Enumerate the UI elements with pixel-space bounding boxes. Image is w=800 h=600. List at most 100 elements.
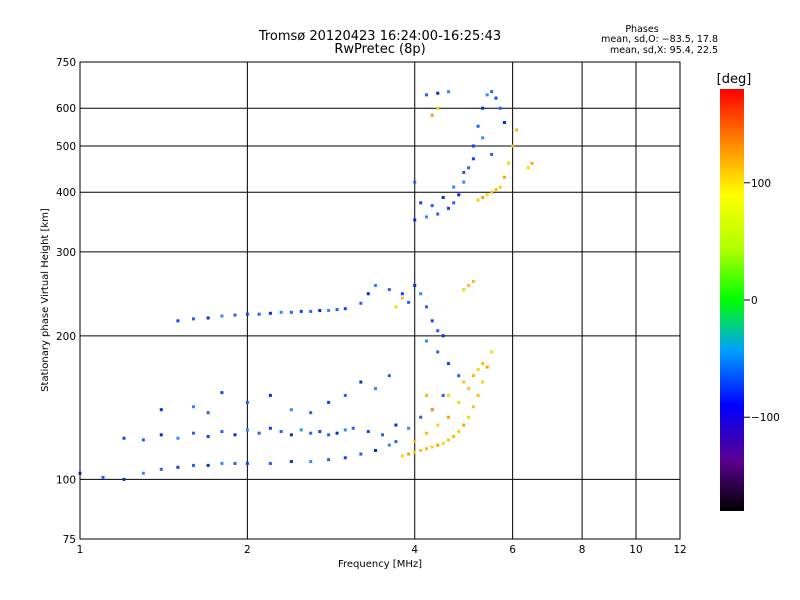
- data-point: [299, 309, 303, 313]
- data-point: [498, 106, 502, 110]
- x-tick-label: 6: [509, 544, 516, 556]
- data-point: [425, 215, 429, 219]
- data-points: [78, 90, 534, 481]
- data-point: [335, 431, 339, 435]
- data-point: [268, 393, 272, 397]
- data-point: [289, 310, 293, 314]
- data-point: [446, 438, 450, 442]
- chart-subtitle: RwPretec (8p): [334, 42, 425, 57]
- data-point: [476, 367, 480, 371]
- data-point: [279, 310, 283, 314]
- data-point: [419, 448, 423, 452]
- data-point: [471, 374, 475, 378]
- data-point: [436, 443, 440, 447]
- data-point: [191, 405, 195, 409]
- data-point: [289, 460, 293, 464]
- data-point: [481, 195, 485, 199]
- data-point: [494, 96, 498, 100]
- x-tick-label: 10: [629, 544, 642, 556]
- data-point: [220, 461, 224, 465]
- data-point: [481, 361, 485, 365]
- data-point: [233, 461, 237, 465]
- data-point: [176, 465, 180, 469]
- data-point: [452, 435, 456, 439]
- data-point: [446, 90, 450, 94]
- colorbar-ticks: 100 0 −100: [744, 178, 780, 424]
- data-point: [425, 339, 429, 343]
- data-point: [436, 106, 440, 110]
- data-point: [400, 454, 404, 458]
- data-point: [159, 433, 163, 437]
- data-point: [481, 380, 485, 384]
- data-point: [490, 190, 494, 194]
- data-point: [467, 166, 471, 170]
- data-point: [441, 195, 445, 199]
- colorbar-tick-label: 100: [751, 178, 771, 190]
- y-axis-label: Stationary phase Virtual Height [km]: [40, 208, 51, 392]
- y-tick-label: 400: [56, 187, 76, 199]
- data-point: [446, 206, 450, 210]
- data-point: [425, 305, 429, 309]
- data-point: [233, 313, 237, 317]
- data-point: [289, 408, 293, 412]
- y-tick-label: 300: [56, 247, 76, 259]
- data-point: [425, 393, 429, 397]
- data-point: [343, 393, 347, 397]
- data-point: [425, 431, 429, 435]
- data-point: [245, 461, 249, 465]
- data-point: [471, 405, 475, 409]
- data-point: [441, 441, 445, 445]
- data-point: [485, 93, 489, 97]
- data-point: [159, 408, 163, 412]
- colorbar: [720, 89, 744, 511]
- data-point: [373, 283, 377, 287]
- data-point: [419, 415, 423, 419]
- data-point: [441, 393, 445, 397]
- data-point: [387, 288, 391, 292]
- data-point: [467, 283, 471, 287]
- data-point: [257, 312, 261, 316]
- data-point: [430, 319, 434, 323]
- data-point: [436, 423, 440, 427]
- data-point: [327, 433, 331, 437]
- data-point: [430, 445, 434, 449]
- data-point: [191, 431, 195, 435]
- data-point: [530, 161, 534, 165]
- data-point: [471, 144, 475, 148]
- y-tick-label: 75: [63, 534, 76, 546]
- data-point: [343, 307, 347, 311]
- data-point: [457, 374, 461, 378]
- data-point: [159, 467, 163, 471]
- data-point: [299, 428, 303, 432]
- data-point: [101, 475, 105, 479]
- data-point: [245, 312, 249, 316]
- phases-heading: Phases: [625, 24, 658, 35]
- data-point: [441, 334, 445, 338]
- data-point: [387, 443, 391, 447]
- data-point: [430, 204, 434, 208]
- data-point: [485, 365, 489, 369]
- data-point: [220, 314, 224, 318]
- colorbar-tick-label: −100: [751, 412, 780, 424]
- y-tick-label: 600: [56, 103, 76, 115]
- colorbar-tick-label: 0: [751, 295, 758, 307]
- x-axis-label: Frequency [MHz]: [338, 559, 422, 570]
- data-point: [490, 90, 494, 94]
- data-point: [380, 433, 384, 437]
- data-point: [351, 426, 355, 430]
- data-point: [476, 124, 480, 128]
- y-tick-label: 750: [56, 57, 76, 69]
- data-point: [446, 393, 450, 397]
- data-point: [206, 316, 210, 320]
- x-tick-label: 4: [411, 544, 418, 556]
- chart-title: Tromsø 20120423 16:24:00-16:25:43: [258, 29, 501, 44]
- data-point: [309, 411, 313, 415]
- y-tick-label: 500: [56, 141, 76, 153]
- data-point: [485, 193, 489, 197]
- data-point: [507, 161, 511, 165]
- data-point: [515, 128, 519, 132]
- data-point: [413, 180, 417, 184]
- data-point: [471, 157, 475, 161]
- data-point: [366, 430, 370, 434]
